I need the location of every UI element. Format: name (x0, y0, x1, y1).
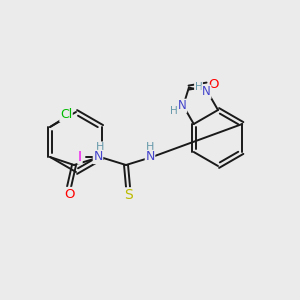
Text: O: O (208, 78, 219, 91)
Text: Cl: Cl (60, 109, 72, 122)
Text: S: S (124, 188, 132, 202)
Text: N: N (145, 151, 155, 164)
Text: I: I (78, 150, 82, 164)
Text: N: N (202, 85, 211, 98)
Text: H: H (170, 106, 178, 116)
Text: H: H (195, 82, 203, 92)
Text: N: N (93, 151, 103, 164)
Text: N: N (178, 99, 187, 112)
Text: H: H (96, 142, 104, 152)
Text: O: O (64, 188, 74, 200)
Text: H: H (146, 142, 154, 152)
